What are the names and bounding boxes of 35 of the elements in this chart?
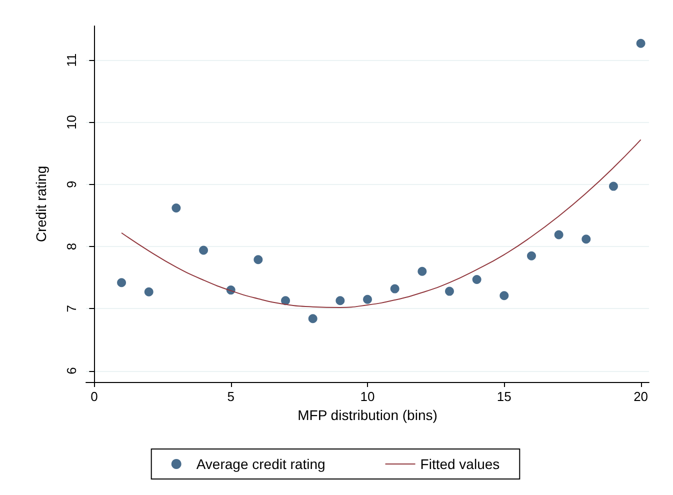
point [336, 296, 345, 306]
point [144, 287, 154, 296]
y-tick-label: 11 [64, 53, 79, 67]
y-tick-label: 9 [64, 180, 79, 188]
point [390, 284, 400, 294]
x-axis-title: MFP distribution (bins) [298, 406, 438, 423]
y-tick-label: 6 [64, 367, 79, 374]
x-tick-label: 10 [360, 389, 375, 404]
point [308, 314, 318, 324]
point [636, 38, 646, 48]
x-tick-label: 15 [496, 389, 512, 404]
y-axis-title: Credit rating [33, 166, 49, 242]
point [526, 251, 536, 260]
point [199, 246, 208, 255]
legend-label: Fitted values [420, 456, 500, 472]
point [254, 255, 263, 264]
point [582, 234, 591, 244]
point [117, 278, 126, 288]
x-tick-label: 5 [227, 389, 234, 404]
y-tick-label: 10 [64, 115, 79, 130]
point [554, 230, 564, 240]
x-tick-label: 0 [90, 389, 98, 404]
point [500, 291, 509, 300]
line-series [121, 139, 642, 308]
point [418, 266, 427, 276]
legend-label: Average credit rating [196, 456, 326, 472]
point [445, 286, 454, 296]
y-tick-label: 7 [64, 305, 79, 312]
x-tick-label: 20 [634, 389, 648, 404]
y-tick-label: 8 [64, 242, 79, 250]
point [472, 274, 482, 284]
point [172, 204, 181, 213]
point [281, 296, 290, 306]
point [608, 182, 618, 191]
point [363, 294, 372, 304]
